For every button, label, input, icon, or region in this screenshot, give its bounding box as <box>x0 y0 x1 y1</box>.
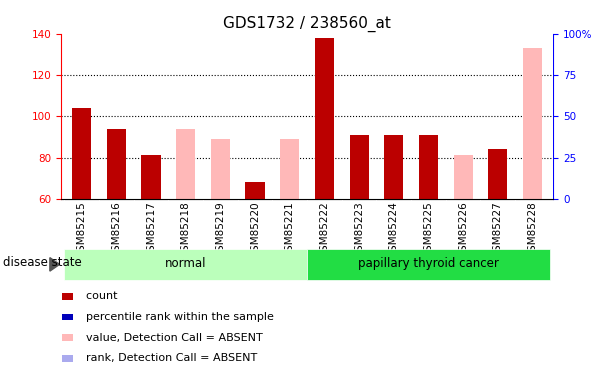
Bar <box>315 38 334 199</box>
Text: percentile rank within the sample: percentile rank within the sample <box>79 312 274 322</box>
Text: GSM85216: GSM85216 <box>111 201 121 258</box>
Text: GSM85218: GSM85218 <box>181 201 191 258</box>
Point <box>389 105 399 111</box>
Text: normal: normal <box>165 257 206 270</box>
Text: GSM85228: GSM85228 <box>528 201 537 258</box>
Point <box>250 117 260 123</box>
Point <box>354 101 364 107</box>
Text: papillary thyroid cancer: papillary thyroid cancer <box>358 257 499 270</box>
Text: GSM85222: GSM85222 <box>319 201 330 258</box>
Point <box>181 99 190 105</box>
Bar <box>307 249 550 280</box>
Text: GSM85226: GSM85226 <box>458 201 468 258</box>
Bar <box>488 149 507 199</box>
Point <box>424 103 434 109</box>
Point <box>146 113 156 119</box>
Point <box>215 103 225 109</box>
Text: value, Detection Call = ABSENT: value, Detection Call = ABSENT <box>79 333 263 342</box>
Text: GSM85221: GSM85221 <box>285 201 295 258</box>
Text: disease state: disease state <box>3 256 82 269</box>
Bar <box>280 139 299 199</box>
Point <box>493 113 503 119</box>
Bar <box>72 108 91 199</box>
Point <box>111 107 121 113</box>
Text: GSM85223: GSM85223 <box>354 201 364 258</box>
Bar <box>211 139 230 199</box>
Point <box>528 87 537 93</box>
Bar <box>419 135 438 199</box>
Bar <box>454 155 472 199</box>
Text: count: count <box>79 291 117 301</box>
Bar <box>350 135 368 199</box>
Point <box>77 99 86 105</box>
Text: GSM85225: GSM85225 <box>423 201 434 258</box>
Point <box>320 87 330 93</box>
Text: GSM85220: GSM85220 <box>250 201 260 258</box>
Text: GSM85224: GSM85224 <box>389 201 399 258</box>
Text: rank, Detection Call = ABSENT: rank, Detection Call = ABSENT <box>79 353 257 363</box>
Text: GSM85217: GSM85217 <box>146 201 156 258</box>
Bar <box>176 129 195 199</box>
Title: GDS1732 / 238560_at: GDS1732 / 238560_at <box>223 16 391 32</box>
Point <box>458 111 468 117</box>
Text: GSM85219: GSM85219 <box>215 201 226 258</box>
Bar <box>107 129 126 199</box>
Bar <box>142 155 161 199</box>
Point <box>285 107 294 113</box>
Text: GSM85215: GSM85215 <box>77 201 86 258</box>
Text: GSM85227: GSM85227 <box>493 201 503 258</box>
Bar <box>246 182 264 199</box>
Bar <box>523 48 542 199</box>
Polygon shape <box>50 258 60 271</box>
Bar <box>64 249 307 280</box>
Bar <box>384 135 403 199</box>
